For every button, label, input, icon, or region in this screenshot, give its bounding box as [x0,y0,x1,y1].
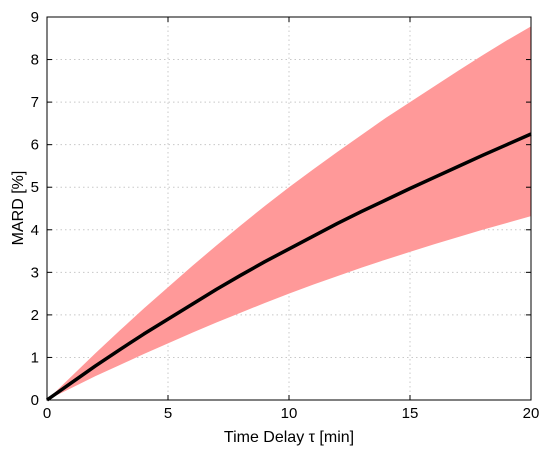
y-tick-label: 3 [31,264,39,281]
x-tick-label: 0 [43,405,51,422]
y-tick-label: 2 [31,307,39,324]
x-tick-label: 5 [164,405,172,422]
confidence-band [47,26,531,401]
x-tick-label: 10 [281,405,298,422]
y-tick-label: 4 [31,222,39,239]
y-tick-label: 9 [31,9,39,26]
grid-lines [47,17,531,400]
x-axis-label: Time Delay τ [min] [224,429,354,446]
y-tick-label: 6 [31,137,39,154]
mean-mard-line [45,132,532,402]
y-tick-label: 0 [31,392,39,409]
axis-ticks: 0 5 10 15 20 0 1 2 3 4 5 6 7 8 9 [31,9,540,422]
y-axis-label: MARD [%] [10,171,27,246]
y-tick-label: 7 [31,94,39,111]
x-tick-label: 20 [523,405,540,422]
y-tick-label: 8 [31,52,39,69]
x-tick-label: 15 [402,405,419,422]
y-tick-label: 5 [31,179,39,196]
y-tick-label: 1 [31,349,39,366]
